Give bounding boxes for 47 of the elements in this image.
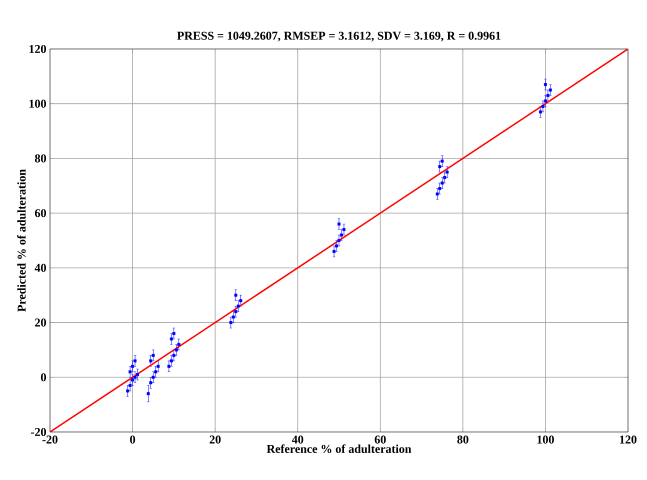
point (167, 364, 170, 368)
y-tick-label: 0 (40, 373, 46, 382)
point (177, 342, 180, 346)
point (234, 310, 238, 314)
point (440, 182, 444, 185)
point (146, 392, 150, 396)
y-tick-label: 80 (34, 154, 46, 162)
point (152, 376, 155, 379)
y-tick-label: 40 (34, 264, 46, 272)
point (443, 176, 446, 180)
point (438, 187, 442, 190)
point (338, 222, 341, 226)
x-tick-label: 120 (620, 436, 637, 444)
x-axis-title: Reference % of adulteration (266, 444, 412, 453)
y-tick-label: -20 (30, 428, 46, 436)
point (538, 110, 542, 114)
point (234, 294, 238, 297)
point (149, 381, 152, 384)
point (446, 170, 449, 174)
y-tick-label: 120 (30, 44, 46, 54)
point (232, 316, 235, 319)
point (174, 348, 178, 352)
point (152, 354, 155, 357)
point (236, 304, 240, 308)
x-tick-label: -20 (42, 436, 58, 444)
point (436, 192, 439, 196)
point (239, 299, 242, 302)
point (440, 160, 444, 163)
point (438, 165, 442, 168)
chart-title: PRESS = 1049.2607, RMSEP = 3.1612, SDV = 3.169, R = 0.9961 (177, 32, 500, 42)
point (544, 83, 547, 86)
x-tick-label: 100 (537, 436, 554, 444)
x-tick-label: 0 (130, 436, 136, 444)
y-tick-label: 20 (35, 318, 46, 327)
y-tick-label: 100 (30, 100, 46, 108)
point (154, 370, 158, 374)
point (170, 337, 173, 340)
x-tick-label: 60 (374, 436, 386, 444)
x-tick-label: 80 (457, 436, 468, 444)
x-tick-label: 40 (292, 436, 304, 444)
x-tick-label: 20 (210, 436, 221, 444)
point (156, 364, 160, 368)
y-axis-title: Predicted % of adulteration (17, 169, 26, 312)
point (229, 321, 232, 324)
point (149, 359, 152, 362)
y-tick-label: 60 (34, 209, 46, 218)
point (134, 359, 137, 362)
